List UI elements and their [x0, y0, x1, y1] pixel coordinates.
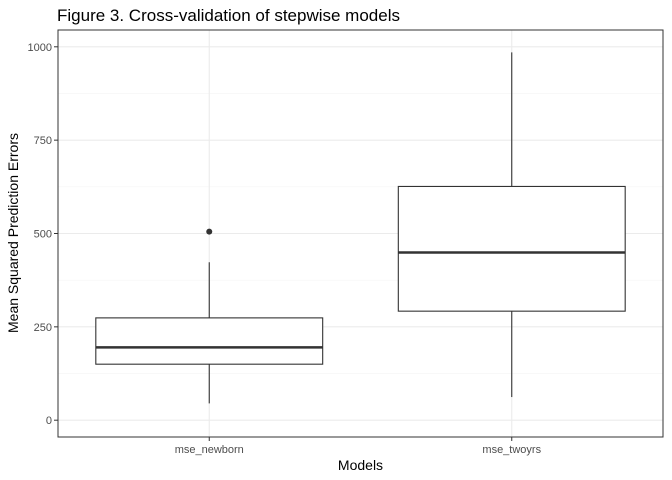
y-tick-label: 750 [34, 135, 52, 147]
box-group-mse_twoyrs [397, 52, 626, 398]
y-tick-label: 1000 [28, 42, 52, 54]
box-group-mse_newborn [95, 228, 324, 404]
outlier-point [206, 228, 213, 235]
box-body [397, 185, 626, 312]
y-tick-label: 500 [34, 229, 52, 241]
axis-layer: 0 250 500 750 1000 mse_newborn mse_twoyrs [28, 42, 542, 456]
x-tick-label: mse_twoyrs [482, 444, 541, 456]
x-axis-title: Models [338, 457, 383, 473]
x-tick-label: mse_newborn [175, 444, 244, 456]
box-body [95, 317, 324, 365]
y-tick-label: 250 [34, 322, 52, 334]
box-layer [95, 52, 626, 404]
y-axis-title: Mean Squared Prediction Errors [5, 133, 21, 333]
y-tick-label: 0 [46, 415, 52, 427]
chart-title: Figure 3. Cross-validation of stepwise m… [57, 6, 400, 25]
panel-border [57, 29, 664, 438]
